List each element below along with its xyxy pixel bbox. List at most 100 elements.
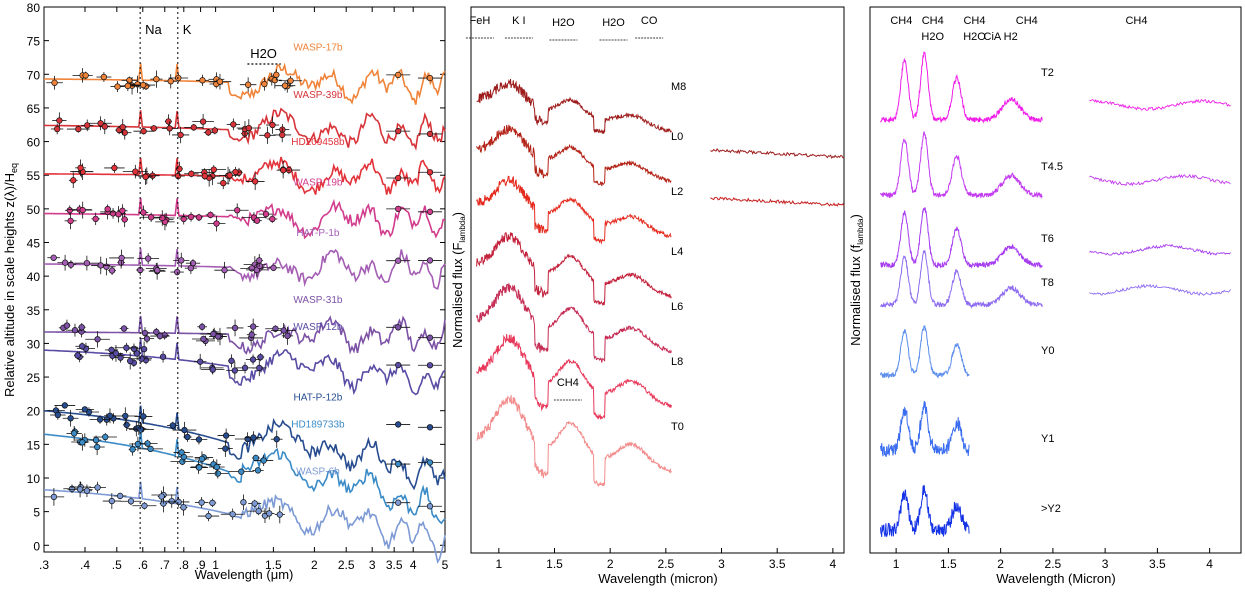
panel3-frame — [869, 6, 1242, 554]
panel1-data-point — [119, 123, 126, 131]
panel1-y-tick-label: 55 — [27, 169, 41, 183]
panel1-data-point — [249, 356, 257, 363]
panel1-data-point — [220, 180, 227, 187]
panel3-x-tick-label: 3.5 — [1149, 557, 1166, 571]
panel1-data-point — [67, 261, 75, 268]
panel3-spectrum-line — [880, 207, 1043, 269]
panel1-data-point — [178, 449, 185, 456]
panel1-data-point — [195, 436, 203, 443]
ml-dwarf-panel: 1 1.5 2 2.5 3 3.5 4 M8 L0 L2 L4 L6 L8 T0 FeH K I H2O H2… — [450, 6, 845, 586]
panel1-data-point — [111, 164, 118, 172]
panel2-x-tick-label: 2 — [607, 557, 614, 571]
panel1-x-tick-label: .5 — [112, 558, 122, 572]
panel3-feature-label: CH4 — [963, 15, 985, 27]
panel3-y-axis-title: Normalised flux (flambda) — [848, 214, 865, 346]
panel1-data-point — [195, 214, 203, 221]
panel1-data-point — [395, 421, 402, 428]
panel3-series-label: >Y2 — [1041, 503, 1061, 515]
panel1-y-tick-label: 50 — [27, 203, 41, 217]
panel1-data-point — [253, 217, 261, 224]
panel1-x-tick-label: 5 — [442, 558, 449, 572]
panel1-data-point — [229, 511, 236, 518]
panel1-annotation: Na — [145, 22, 162, 37]
panel2-feature-label: H2O — [552, 17, 575, 29]
panel2-tail-line — [710, 147, 845, 159]
panel1-series-label: WASP-19b — [293, 177, 343, 188]
panel1-x-tick-label: .6 — [138, 558, 148, 572]
panel1-data-point — [103, 263, 110, 270]
panel1-data-point — [211, 127, 219, 134]
panel1-data-point — [67, 415, 74, 422]
panel1-data-point — [142, 173, 149, 180]
panel1-x-tick-label: .3 — [39, 558, 49, 572]
panel1-data-point — [279, 131, 286, 139]
panel1-data-point — [276, 511, 283, 518]
panel1-data-point — [140, 81, 147, 89]
panel3-x-tick-label: 4 — [1206, 557, 1213, 571]
panel1-data-point — [153, 328, 160, 336]
panel1-series-label: HD189733b — [291, 420, 345, 431]
panel2-x-tick-label: 4 — [830, 557, 837, 571]
panel1-x-tick-label: 3.5 — [386, 558, 403, 572]
panel1-data-point — [115, 211, 122, 218]
panel1-data-point — [395, 127, 402, 135]
panel1-y-tick-label: 60 — [27, 136, 41, 150]
panel1-data-point — [121, 216, 128, 223]
panel1-data-point — [96, 416, 104, 423]
panel1-data-point — [180, 504, 187, 511]
panel2-feature-label: CH4 — [557, 377, 579, 389]
panel1-data-point — [210, 166, 217, 173]
panel1-data-point — [256, 257, 263, 264]
panel2-spectrum-line — [476, 283, 672, 363]
panel1-y-tick-label: 45 — [27, 236, 41, 250]
panel1-series-line — [43, 481, 446, 564]
panel1-data-point — [70, 177, 77, 184]
panel1-data-point — [140, 413, 147, 420]
panel1-data-point — [70, 430, 78, 437]
planet-spectra-panel: .3.4.5.6.7.8.9 1 1.5 2 2.5 3 3.5 4 5 05101520253… — [2, 1, 449, 582]
panel3-spectrum-line — [880, 131, 1043, 199]
panel1-data-point — [147, 214, 155, 221]
panel1-data-point — [102, 433, 109, 441]
panel1-data-point — [240, 499, 247, 506]
panel1-data-point — [426, 169, 434, 176]
panel1-data-point — [132, 168, 139, 175]
panel1-data-point — [79, 439, 86, 446]
panel1-series-label: WASP-17b — [293, 43, 343, 54]
panel1-data-point — [140, 209, 147, 216]
panel1-data-point — [127, 357, 134, 365]
panel1-data-point — [97, 120, 104, 127]
panel1-data-point — [92, 436, 100, 444]
panel1-data-point — [250, 323, 257, 330]
panel1-data-point — [184, 433, 191, 441]
panel1-data-point — [61, 402, 68, 409]
panel1-data-point — [395, 205, 402, 213]
panel1-data-point — [262, 210, 270, 218]
panel1-data-point — [50, 254, 57, 261]
panel3-series-label: T6 — [1041, 233, 1054, 245]
panel1-data-point — [93, 443, 101, 451]
panel1-data-point — [201, 172, 208, 180]
panel1-data-point — [205, 129, 212, 136]
panel1-data-point — [127, 498, 135, 505]
panel1-data-point — [256, 262, 263, 270]
panel1-data-point — [54, 125, 61, 133]
panel1-data-point — [269, 121, 276, 129]
panel1-data-point — [213, 220, 220, 227]
panel1-data-point — [209, 366, 216, 373]
panel2-x-tick-label: 3 — [718, 557, 725, 571]
panel3-spectrum-line — [880, 484, 970, 538]
panel1-data-point — [230, 121, 237, 128]
panel1-data-point — [395, 71, 402, 79]
panel1-data-point — [232, 168, 239, 176]
panel1-data-point — [79, 206, 86, 214]
panel1-data-point — [260, 457, 267, 464]
panel1-data-point — [63, 322, 71, 329]
panel1-data-point — [75, 125, 82, 133]
panel1-data-point — [141, 502, 148, 509]
panel1-data-point — [426, 334, 434, 341]
panel1-data-point — [74, 352, 81, 359]
panel1-data-point — [83, 259, 91, 267]
panel1-data-point — [190, 124, 197, 131]
panel1-data-point — [280, 327, 287, 334]
